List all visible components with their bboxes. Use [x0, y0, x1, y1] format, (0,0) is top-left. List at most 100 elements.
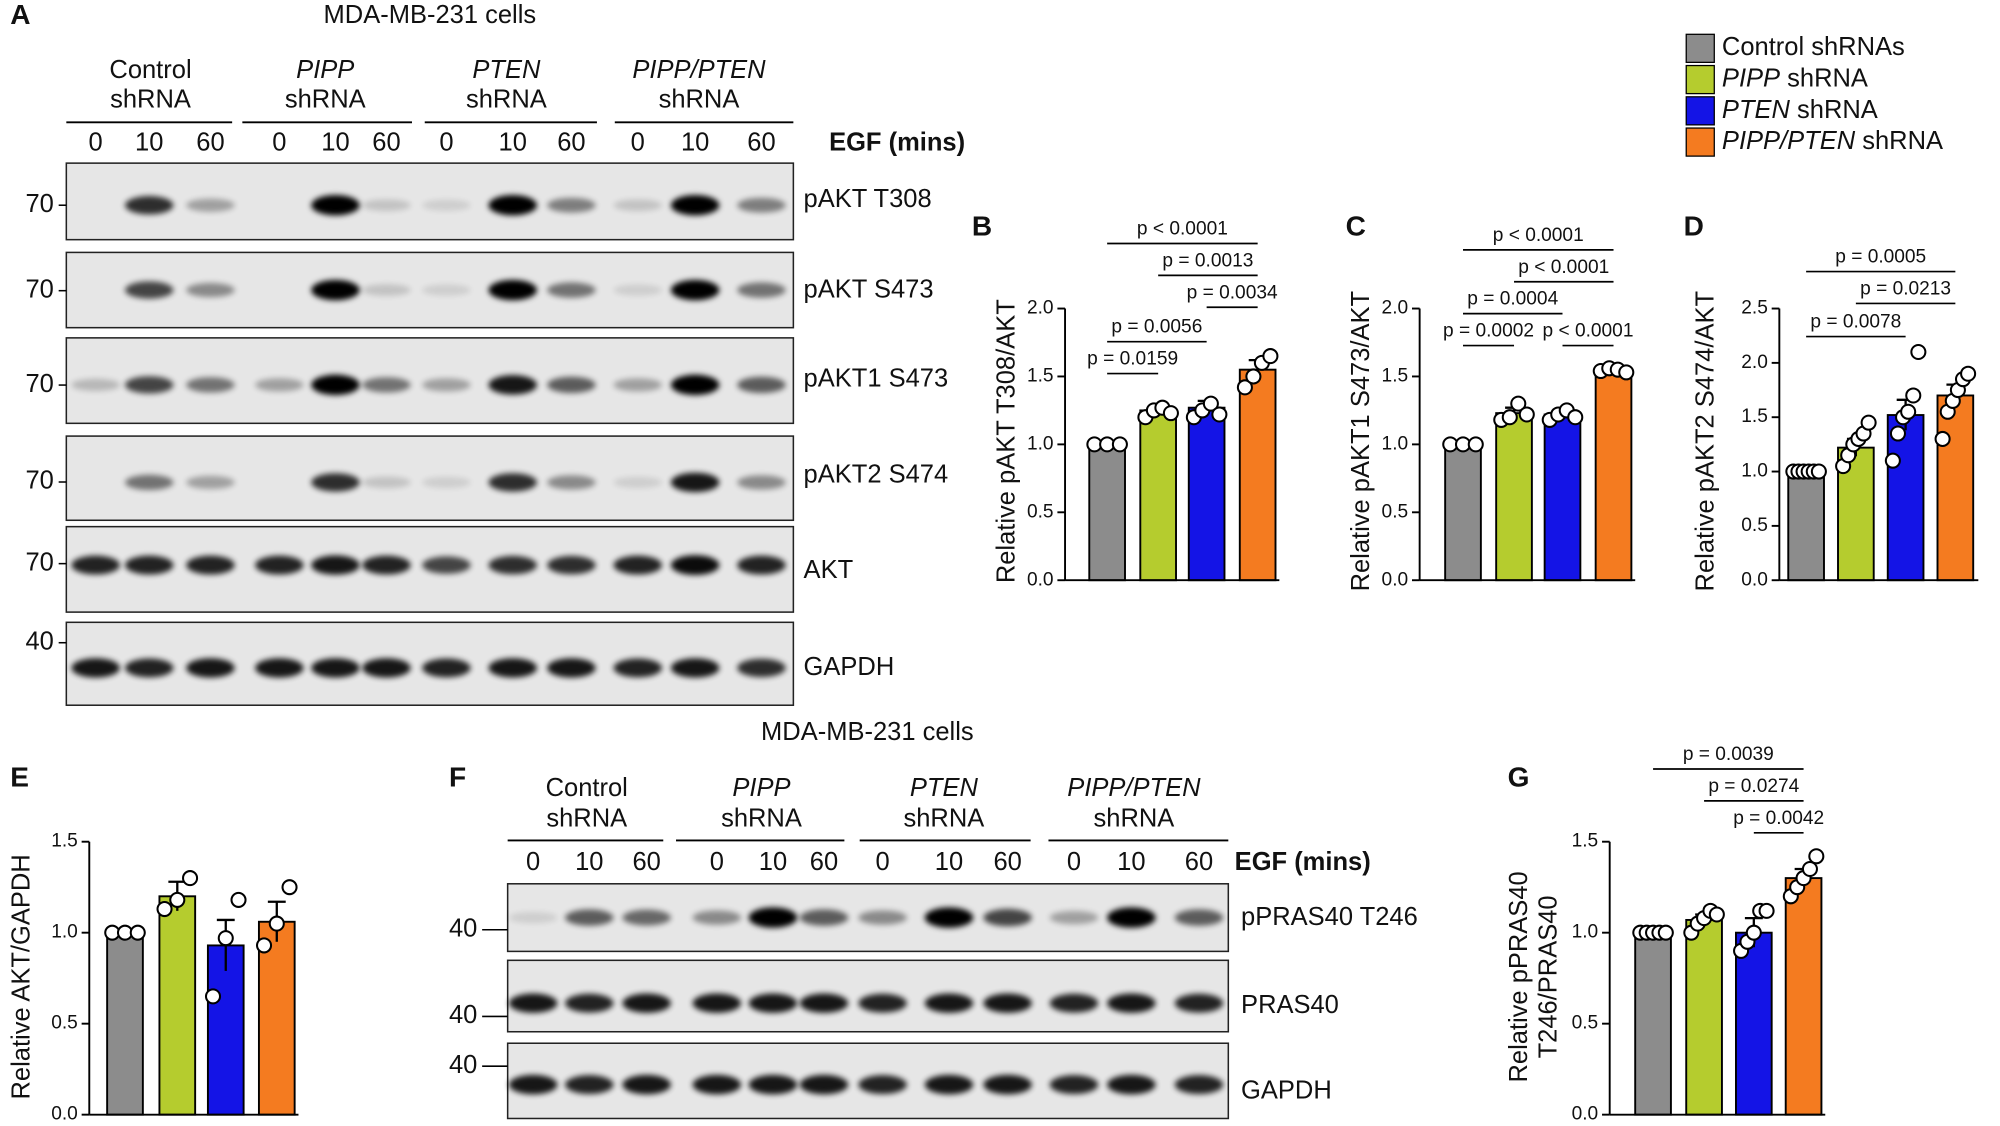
- mw-marker: 70: [26, 370, 54, 398]
- blot-band: [737, 658, 786, 678]
- blot-band: [1107, 907, 1156, 928]
- blot-band: [311, 195, 360, 216]
- blot-band: [983, 908, 1032, 927]
- bar: [1088, 443, 1126, 582]
- bar: [1594, 368, 1633, 582]
- group-label: PIPP: [732, 774, 790, 802]
- y-tick-label: 0.5: [1741, 515, 1768, 536]
- data-point: [169, 891, 186, 908]
- blot-band: [125, 555, 174, 575]
- row-label: PRAS40: [1241, 991, 1339, 1019]
- blot-band: [362, 377, 411, 393]
- y-tick-label: 1.0: [51, 922, 78, 943]
- data-point: [1211, 406, 1228, 423]
- data-point: [1245, 368, 1262, 385]
- data-point: [1162, 405, 1179, 422]
- blot-band: [255, 555, 304, 575]
- blot-band: [1174, 1075, 1224, 1095]
- y-axis-label: T246/PRAS40: [1534, 895, 1562, 1058]
- blot-band: [1049, 910, 1099, 925]
- time-label: 60: [632, 848, 660, 876]
- blot-strip: [65, 435, 795, 522]
- panel-label: C: [1346, 211, 1366, 242]
- data-point: [156, 900, 173, 918]
- treatment-label: EGF (mins): [829, 129, 965, 157]
- row-label: pAKT1 S473: [804, 365, 949, 393]
- y-tick-label: 0.5: [1027, 501, 1054, 522]
- blot-band: [737, 282, 786, 298]
- blot-band: [255, 658, 304, 678]
- legend-swatch: [1685, 64, 1715, 95]
- blot-band: [362, 555, 411, 575]
- blot-band: [125, 196, 174, 215]
- y-tick-label: 0.5: [51, 1013, 78, 1034]
- bar: [1543, 413, 1582, 582]
- mw-marker: 40: [449, 1051, 477, 1079]
- blot-band: [613, 476, 662, 488]
- y-tick-label: 0.5: [1572, 1013, 1599, 1034]
- panel-label: B: [972, 211, 992, 242]
- blot-band: [983, 993, 1032, 1013]
- y-axis-label: Relative pPRAS40: [1505, 871, 1533, 1082]
- blot-band: [71, 658, 120, 678]
- time-label: 60: [810, 848, 838, 876]
- data-point: [1910, 343, 1927, 361]
- legend-label: PTEN shRNA: [1722, 96, 1878, 124]
- mw-marker: 70: [26, 548, 54, 576]
- blot-band: [670, 195, 720, 216]
- y-tick-label: 1.0: [1382, 433, 1409, 454]
- bar: [106, 931, 144, 1116]
- legend-swatch: [1685, 33, 1715, 63]
- y-tick-label: 0.5: [1382, 501, 1409, 522]
- blot-band: [737, 197, 786, 213]
- y-axis-label: Relative pAKT T308/AKT: [992, 299, 1020, 583]
- group-label: PIPP/PTEN: [632, 56, 766, 84]
- blot-band: [983, 1074, 1032, 1095]
- group-label: PTEN: [910, 774, 979, 802]
- blot-band: [422, 658, 471, 678]
- data-point: [1518, 406, 1535, 423]
- bar: [1735, 931, 1773, 1116]
- bar: [1634, 931, 1672, 1116]
- time-label: 60: [993, 848, 1021, 876]
- legend-swatch: [1685, 96, 1715, 126]
- bar: [1139, 409, 1177, 582]
- p-value: p < 0.0001: [1493, 225, 1584, 246]
- y-tick-label: 1.0: [1027, 433, 1054, 454]
- blot-band: [362, 476, 411, 489]
- blot-band: [186, 475, 235, 490]
- time-label: 0: [439, 129, 453, 157]
- y-tick-label: 2.0: [1382, 298, 1409, 319]
- data-point: [1567, 409, 1584, 426]
- group-label: Control: [109, 56, 191, 84]
- legend-label: Control shRNAs: [1722, 33, 1905, 61]
- legend-swatch: [1685, 127, 1715, 157]
- y-axis-label: Relative pAKT2 S474/AKT: [1691, 291, 1719, 591]
- blot-band: [692, 993, 742, 1013]
- data-point: [1510, 395, 1527, 412]
- data-point: [1810, 463, 1827, 480]
- data-point: [1467, 436, 1484, 453]
- blot-band: [362, 284, 411, 296]
- data-point: [255, 937, 273, 954]
- time-label: 10: [681, 129, 709, 157]
- blot-band: [1049, 993, 1099, 1013]
- time-label: 0: [1067, 848, 1081, 876]
- blot-band: [422, 199, 471, 211]
- y-tick-label: 0.0: [1572, 1104, 1599, 1125]
- blot-band: [670, 555, 720, 576]
- row-label: GAPDH: [1241, 1076, 1332, 1104]
- mw-marker: 70: [26, 467, 54, 495]
- bar: [1685, 918, 1723, 1116]
- blot-band: [488, 279, 537, 301]
- bar: [206, 944, 245, 1116]
- data-point: [1262, 348, 1279, 365]
- p-value: p = 0.0159: [1087, 349, 1178, 370]
- blot-band: [748, 907, 798, 928]
- p-value: p = 0.0078: [1810, 312, 1901, 333]
- mw-marker: 70: [26, 275, 54, 303]
- blot-band: [613, 284, 662, 296]
- blot-band: [565, 909, 614, 926]
- group-label: shRNA: [659, 85, 740, 113]
